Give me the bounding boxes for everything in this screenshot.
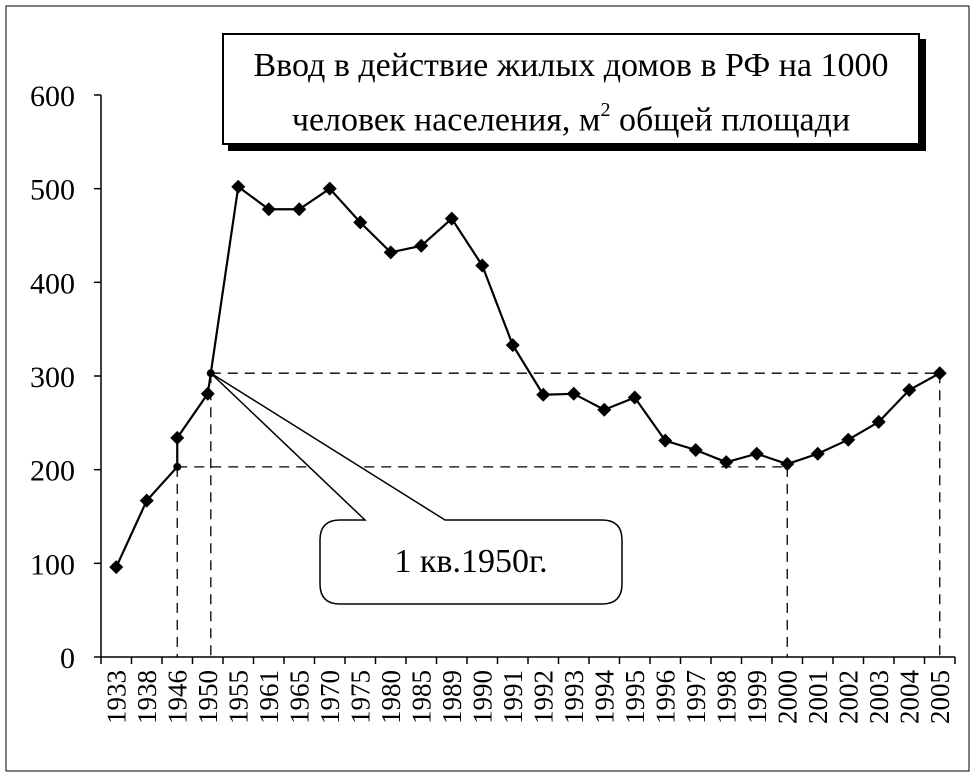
x-tick-label: 2002 [833,670,863,724]
data-point-marker [200,386,215,401]
x-tick-label: 2000 [772,670,802,724]
chart-title-superscript: 2 [600,99,611,121]
y-tick-label: 500 [30,174,75,207]
data-point-marker [658,433,673,448]
series-markers [109,179,947,575]
x-tick-label: 1933 [101,670,131,724]
chart-title-line2-text: человек населения, м [291,101,601,139]
data-point-marker [841,432,856,447]
chart-title-line1: Ввод в действие жилых домов в РФ на 1000 [253,47,889,84]
y-tick-label: 100 [30,548,75,581]
data-point-marker [505,338,520,353]
callout-bubble [210,372,623,605]
data-point-marker [719,455,734,470]
axes [94,94,956,664]
x-tick-label: 1938 [132,670,162,724]
data-point-marker [780,457,795,472]
x-tick-label: 2003 [864,670,894,724]
data-point-marker [536,387,551,402]
data-point-marker [109,560,124,575]
data-point-marker [261,202,276,217]
data-point-marker [749,446,764,461]
data-point-marker [627,390,642,405]
chart-title-line2-tail: общей площади [610,101,851,139]
data-point-marker [292,202,307,217]
x-tick-label: 1961 [254,670,284,724]
reference-lines [176,372,941,657]
data-point-marker [170,430,185,445]
x-tick-label: 1985 [406,670,436,724]
data-point-marker [932,366,947,381]
x-tick-label: 1997 [681,670,711,724]
x-tick-label: 1994 [589,670,619,725]
x-tick-labels: 1933 1938 1946 1950 1955 1961 1965 1970 1975 1980… [101,670,955,725]
series-path [115,184,941,568]
chart-title-box: Ввод в действие жилых домов в РФ на 1000… [222,33,920,145]
y-tick-label: 0 [60,642,75,675]
data-point-marker [383,245,398,260]
data-point-marker [353,215,368,230]
x-tick-label: 1992 [528,670,558,724]
y-tick-label: 400 [30,267,75,300]
x-tick-label: 1965 [284,670,314,724]
data-point-marker [902,383,917,398]
callout-label: 1 кв.1950г. [394,543,548,580]
x-tick-label: 2005 [925,670,955,724]
x-tick-label: 1989 [437,670,467,724]
y-tick-labels: 0 100 200 300 400 500 600 [30,80,75,675]
data-point-marker [322,181,337,196]
x-tick-label: 1970 [315,670,345,724]
data-point-marker [688,442,703,457]
data-point-marker [475,258,490,273]
y-tick-label: 600 [30,80,75,113]
x-tick-label: 1955 [223,670,253,724]
chart-title-line2: человек населения, м2 общей площади [224,89,918,143]
x-tick-label: 1990 [467,670,497,724]
data-point-marker [414,238,429,253]
y-tick-label: 200 [30,455,75,488]
x-tick-label: 1996 [650,670,680,724]
data-point-marker [597,402,612,417]
x-tick-label: 1950 [193,670,223,724]
data-point-marker [231,179,246,194]
x-tick-label: 2004 [894,670,924,725]
reference-point-marker [206,369,215,378]
x-tick-label: 1995 [620,670,650,724]
x-tick-label: 1991 [498,670,528,724]
outer-border [5,5,970,772]
x-tick-label: 1993 [559,670,589,724]
x-tick-label: 1980 [376,670,406,724]
callout-shape [210,372,623,605]
x-tick-label: 1998 [711,670,741,724]
y-tick-label: 300 [30,361,75,394]
x-tick-label: 2001 [803,670,833,724]
reference-point-marker [173,462,182,471]
data-point-marker [810,446,825,461]
data-point-marker [139,493,154,508]
data-point-marker [566,386,581,401]
series-line [115,184,941,568]
data-point-marker [444,211,459,226]
x-tick-label: 1946 [162,670,192,724]
x-tick-label: 1975 [345,670,375,724]
data-point-marker [871,414,886,429]
x-tick-label: 1999 [742,670,772,724]
